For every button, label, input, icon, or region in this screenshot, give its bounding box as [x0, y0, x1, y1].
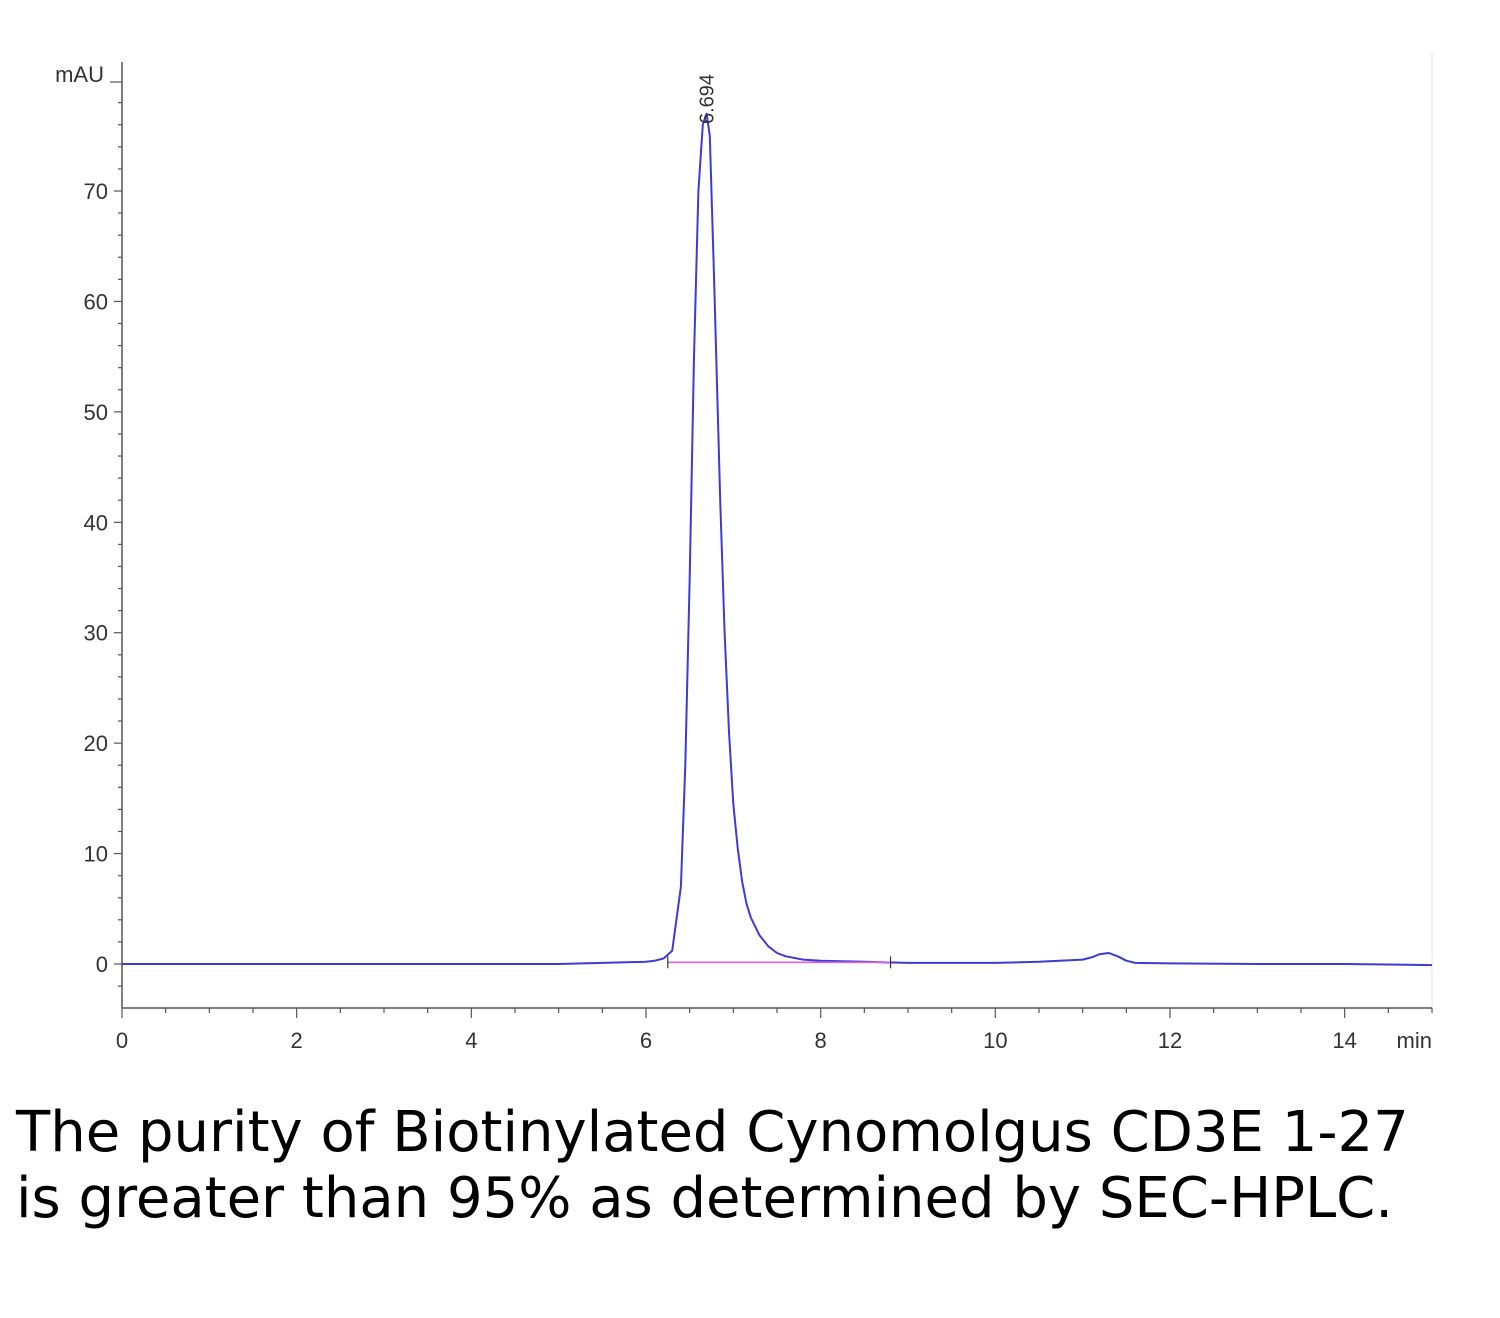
y-tick-label: 0: [96, 952, 108, 977]
y-axis-unit: mAU: [55, 62, 104, 87]
y-tick-label: 60: [84, 289, 108, 314]
y-tick-label: 40: [84, 510, 108, 535]
x-tick-label: 0: [116, 1028, 128, 1053]
x-axis-unit: min: [1397, 1028, 1432, 1053]
x-tick-label: 4: [465, 1028, 477, 1053]
series-layer: [122, 112, 1433, 969]
peak-retention-label: 6.694: [697, 74, 719, 124]
y-tick-label: 70: [84, 179, 108, 204]
x-tick-label: 14: [1332, 1028, 1356, 1053]
x-tick-label: 12: [1158, 1028, 1182, 1053]
x-tick-label: 2: [291, 1028, 303, 1053]
y-tick-label: 50: [84, 400, 108, 425]
y-tick-label: 10: [84, 842, 108, 867]
chromatogram-chart: 0 10 20 30 40 50 60 70 0 2 4 6 8 10 12 14 mAU min 6.69…: [55, 52, 1433, 1053]
plot-area: [122, 52, 1432, 1010]
figure-caption: The purity of Biotinylated Cynomolgus CD…: [16, 1100, 1409, 1231]
y-axis: 0 10 20 30 40 50 60 70: [84, 62, 123, 1008]
chromatogram-trace: [122, 112, 1433, 967]
x-tick-label: 6: [640, 1028, 652, 1053]
x-tick-label: 8: [815, 1028, 827, 1053]
annotation-layer: 6.694: [697, 74, 719, 124]
x-tick-label: 10: [983, 1028, 1007, 1053]
y-tick-label: 30: [84, 621, 108, 646]
y-tick-label: 20: [84, 731, 108, 756]
x-axis: 0 2 4 6 8 10 12 14: [116, 1007, 1433, 1053]
